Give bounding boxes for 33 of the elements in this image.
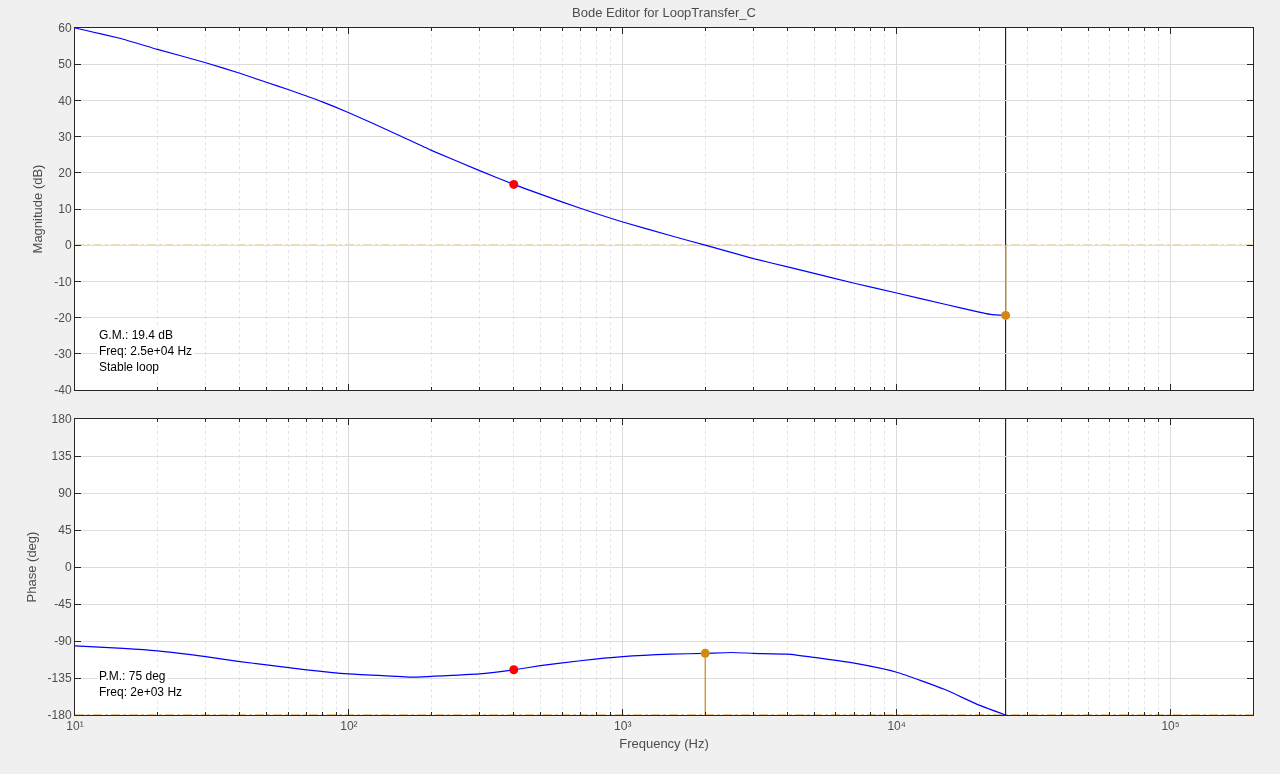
annotation: Stable loop — [99, 360, 160, 374]
x-axis-title: Frequency (Hz) — [619, 736, 709, 751]
y-tick-label: 40 — [58, 93, 72, 108]
y-tick-label: 0 — [64, 238, 72, 253]
y-tick-label: 30 — [58, 129, 72, 144]
x-tick-label: 10³ — [614, 719, 632, 734]
y-tick-label: 60 — [58, 21, 72, 36]
x-tick-label: 10² — [340, 719, 358, 734]
y-tick-label: -90 — [54, 634, 72, 649]
y-tick-label: 45 — [58, 523, 72, 538]
x-tick-label: 10¹ — [66, 719, 84, 734]
y-tick-label: -45 — [54, 597, 72, 612]
y-tick-label: 50 — [58, 57, 72, 72]
y-tick-label: -135 — [47, 671, 72, 686]
x-tick-label: 10⁵ — [1161, 719, 1180, 734]
chart-title: Bode Editor for LoopTransfer_C — [572, 4, 756, 20]
x-tick-label: 10⁴ — [887, 719, 906, 734]
y-tick-label: 180 — [51, 412, 72, 427]
y-tick-label: -40 — [54, 383, 72, 398]
y-axis-title: Phase (deg) — [23, 531, 39, 603]
y-tick-label: -10 — [54, 274, 72, 289]
annotation: P.M.: 75 deg — [99, 669, 166, 683]
y-tick-label: -20 — [54, 310, 72, 325]
y-tick-label: 10 — [58, 202, 72, 217]
y-tick-label: 20 — [58, 166, 72, 180]
y-tick-label: 90 — [58, 486, 72, 501]
y-tick-label: -30 — [54, 347, 72, 361]
y-tick-label: 135 — [51, 449, 72, 464]
y-axis-title: Magnitude (dB) — [30, 164, 46, 254]
y-tick-label: 0 — [64, 560, 72, 575]
annotation: Freq: 2.5e+04 Hz — [99, 344, 193, 358]
annotation: G.M.: 19.4 dB — [99, 328, 174, 342]
annotation: Freq: 2e+03 Hz — [99, 685, 183, 699]
